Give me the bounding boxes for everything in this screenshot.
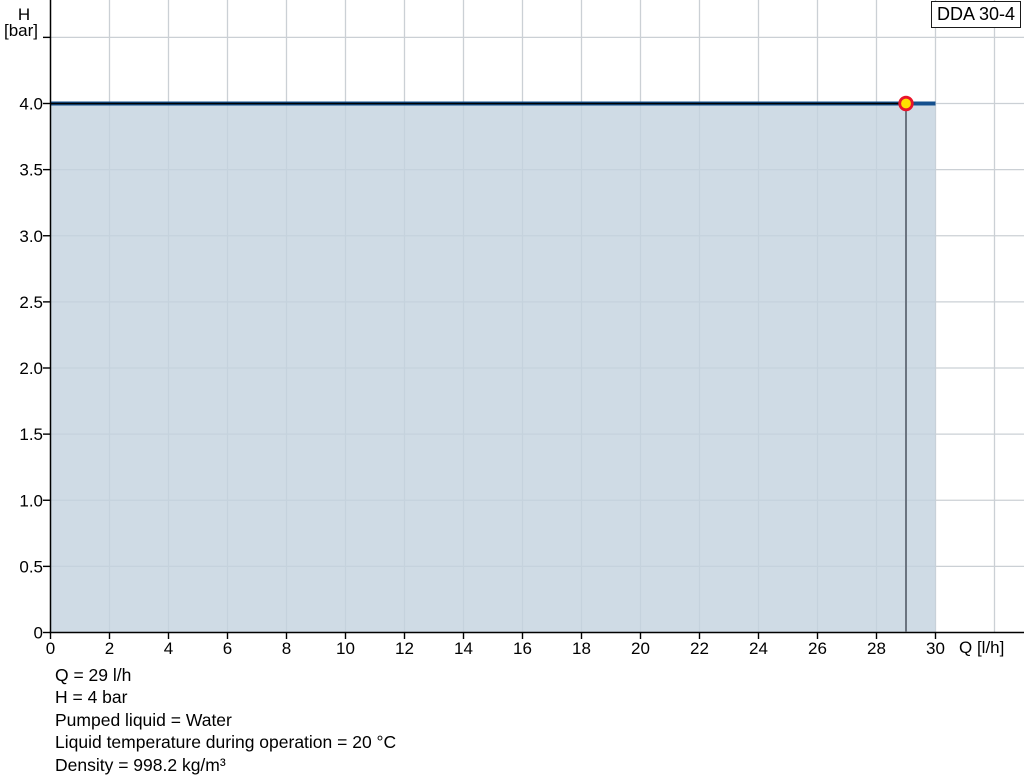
info-line: Liquid temperature during operation = 20… [55,732,397,753]
y-tick-label: 2.0 [19,359,43,378]
y-tick-label: 3.0 [19,227,43,246]
y-tick-label: 3.5 [19,161,43,180]
x-tick-label: 2 [105,639,114,658]
x-tick-label: 0 [46,639,55,658]
y-axis-unit-label-bar: [bar] [4,21,38,40]
y-tick-label: 0.5 [19,557,43,576]
info-line: Density = 998.2 kg/m³ [55,754,226,775]
operating-point-marker [898,95,914,112]
x-tick-label: 14 [454,639,473,658]
operating-conditions-panel: Q = 29 l/h H = 4 bar Pumped liquid = Water… [55,664,396,776]
pump-chart-svg: 0 2 4 6 8 10 12 14 16 18 20 22 24 26 28 3000.51.01.52.0… [4,0,1024,658]
x-tick-label: 24 [749,639,768,658]
y-tick-label: 1.0 [19,491,43,510]
info-line: H = 4 bar [55,687,128,708]
info-line: Pumped liquid = Water [55,709,232,730]
x-tick-label: 28 [867,639,886,658]
x-tick-label: 12 [395,639,414,658]
x-tick-label: 20 [631,639,650,658]
y-axis-unit-label-h: H [18,5,30,24]
x-tick-label: 22 [690,639,709,658]
y-tick-label: 4.0 [19,95,43,114]
x-tick-label: 4 [164,639,173,658]
x-tick-label: 10 [336,639,355,658]
info-line: Q = 29 l/h [55,665,132,685]
y-tick-label: 0 [34,624,43,643]
y-tick-label: 2.5 [19,293,43,312]
x-tick-label: 18 [572,639,591,658]
x-tick-label: 6 [223,639,232,658]
curve-area-fill [50,103,936,633]
x-tick-label: 16 [513,639,532,658]
pump-model-badge: DDA 30-4 [931,1,1021,28]
x-tick-label: 30 [926,639,945,658]
pump-model-label: DDA 30-4 [936,4,1016,24]
x-axis-unit-label: Q [l/h] [959,638,1004,657]
x-tick-label: 26 [808,639,827,658]
y-tick-label: 1.5 [19,425,43,444]
x-tick-label: 8 [282,639,291,658]
